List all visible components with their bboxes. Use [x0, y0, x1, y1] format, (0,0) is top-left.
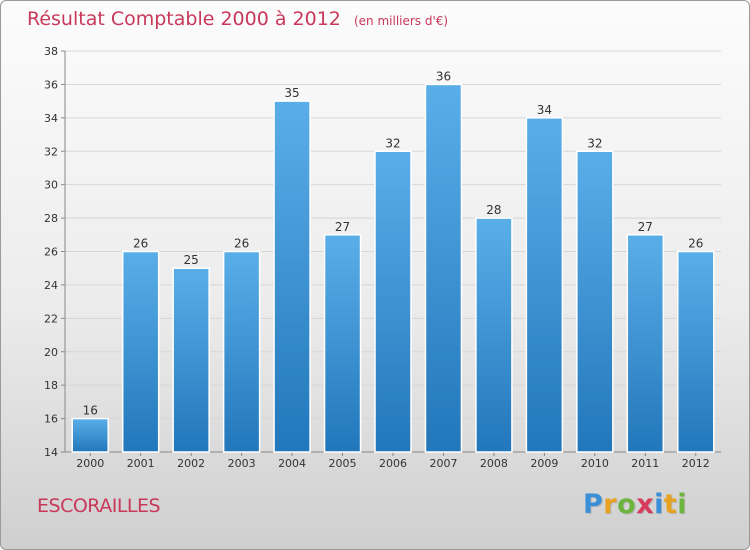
bar: [424, 83, 463, 453]
bar: [273, 100, 311, 453]
x-tick-label: 2001: [127, 457, 155, 470]
bar: [323, 234, 362, 453]
x-tick-label: 2003: [228, 457, 256, 470]
y-tick-label: 32: [44, 145, 58, 158]
x-tick-label: 2007: [429, 457, 457, 470]
x-tick-label: 2004: [278, 457, 306, 470]
bar: [626, 234, 665, 453]
value-label: 16: [83, 404, 98, 418]
x-tick-label: 2000: [76, 457, 104, 470]
brand-letter: x: [636, 489, 655, 520]
commune-name: ESCORAILLES: [37, 495, 161, 517]
chart-subtitle: (en milliers d'€): [353, 14, 449, 28]
bar: [222, 250, 261, 453]
y-tick-label: 28: [44, 212, 58, 225]
chart-title: Résultat Comptable 2000 à 2012: [27, 8, 341, 30]
bar: [121, 250, 160, 453]
bar: [374, 150, 412, 453]
x-tick-label: 2011: [631, 457, 659, 470]
y-tick-label: 34: [44, 112, 58, 125]
y-tick-label: 36: [44, 78, 58, 91]
value-label: 28: [486, 203, 501, 217]
y-tick-label: 16: [44, 413, 58, 426]
brand-letter: r: [603, 489, 618, 520]
bar: [172, 267, 210, 453]
bar: [525, 117, 564, 453]
value-label: 36: [436, 69, 451, 83]
x-tick-label: 2008: [480, 457, 508, 470]
y-tick-label: 26: [44, 246, 58, 259]
x-tick-label: 2006: [379, 457, 407, 470]
bar: [71, 417, 109, 453]
value-label: 32: [385, 136, 400, 150]
x-tick-label: 2002: [177, 457, 205, 470]
bar: [677, 250, 715, 453]
value-label: 34: [537, 103, 552, 117]
value-label: 26: [133, 237, 148, 251]
value-label: 26: [234, 237, 249, 251]
brand-logo: Proxiti: [583, 489, 687, 520]
x-tick-label: 2005: [329, 457, 357, 470]
x-tick-label: 2009: [530, 457, 558, 470]
y-tick-label: 24: [44, 279, 58, 292]
y-tick-label: 20: [44, 346, 58, 359]
value-label: 25: [184, 253, 199, 267]
value-label: 26: [688, 237, 703, 251]
brand-letter: i: [677, 489, 688, 520]
value-label: 27: [335, 220, 350, 234]
bar: [475, 217, 513, 453]
brand-letter: t: [663, 489, 678, 520]
brand-letter: P: [583, 489, 604, 520]
x-tick-label: 2010: [581, 457, 609, 470]
value-label: 27: [638, 220, 653, 234]
value-label: 32: [587, 136, 602, 150]
y-tick-label: 18: [44, 379, 58, 392]
value-label: 35: [284, 86, 299, 100]
y-tick-label: 30: [44, 179, 58, 192]
bar: [576, 150, 614, 453]
title-row: Résultat Comptable 2000 à 2012 (en milli…: [27, 8, 448, 30]
brand-letter: o: [617, 489, 637, 520]
y-tick-label: 38: [44, 45, 58, 58]
y-tick-label: 22: [44, 312, 58, 325]
brand-letter: i: [654, 489, 664, 520]
x-tick-label: 2012: [682, 457, 710, 470]
y-tick-label: 14: [44, 446, 58, 459]
